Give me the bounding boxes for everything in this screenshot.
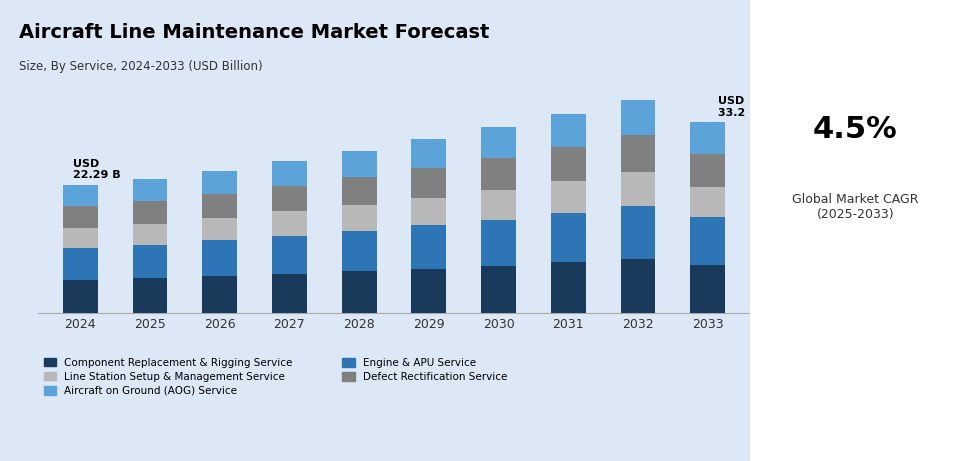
Text: Size, By Service, 2024-2033 (USD Billion): Size, By Service, 2024-2033 (USD Billion…: [19, 60, 263, 73]
Bar: [133, 245, 167, 278]
Bar: [481, 266, 516, 313]
Bar: [62, 280, 98, 313]
Bar: [202, 276, 237, 313]
Bar: [551, 213, 586, 262]
Bar: [621, 206, 655, 259]
Bar: [551, 262, 586, 313]
Bar: [133, 278, 167, 313]
Bar: [202, 194, 237, 218]
Bar: [342, 231, 377, 272]
Bar: [272, 236, 307, 274]
Bar: [690, 122, 726, 154]
Bar: [272, 274, 307, 313]
Bar: [202, 171, 237, 194]
Bar: [342, 177, 377, 205]
Bar: [690, 187, 726, 217]
Bar: [62, 207, 98, 228]
Bar: [202, 218, 237, 240]
Bar: [621, 259, 655, 313]
Bar: [481, 190, 516, 219]
Bar: [481, 159, 516, 190]
Bar: [133, 178, 167, 201]
Text: Aircraft Line Maintenance Market Forecast: Aircraft Line Maintenance Market Forecas…: [19, 23, 489, 42]
Bar: [481, 219, 516, 266]
Bar: [133, 224, 167, 245]
Bar: [411, 140, 446, 168]
Bar: [411, 198, 446, 225]
Bar: [62, 185, 98, 207]
Text: Global Market CAGR
(2025-2033): Global Market CAGR (2025-2033): [792, 194, 919, 221]
Text: USD
33.2 B: USD 33.2 B: [718, 96, 757, 118]
Bar: [690, 265, 726, 313]
Legend: Engine & APU Service, Defect Rectification Service: Engine & APU Service, Defect Rectificati…: [342, 358, 507, 382]
Bar: [411, 225, 446, 268]
Text: USD
22.29 B: USD 22.29 B: [73, 159, 121, 180]
Bar: [690, 154, 726, 187]
Bar: [202, 240, 237, 276]
Bar: [481, 127, 516, 159]
Bar: [272, 186, 307, 212]
Bar: [621, 172, 655, 206]
Bar: [621, 100, 655, 136]
Bar: [621, 136, 655, 172]
Bar: [62, 248, 98, 280]
Text: 4.5%: 4.5%: [813, 115, 898, 143]
Bar: [272, 161, 307, 185]
Bar: [133, 201, 167, 224]
Bar: [411, 168, 446, 198]
Bar: [342, 205, 377, 231]
Bar: [551, 147, 586, 181]
Bar: [551, 113, 586, 147]
Bar: [551, 181, 586, 213]
Bar: [690, 217, 726, 265]
Bar: [62, 228, 98, 248]
Bar: [342, 151, 377, 177]
Bar: [411, 268, 446, 313]
Bar: [342, 272, 377, 313]
Bar: [272, 212, 307, 236]
